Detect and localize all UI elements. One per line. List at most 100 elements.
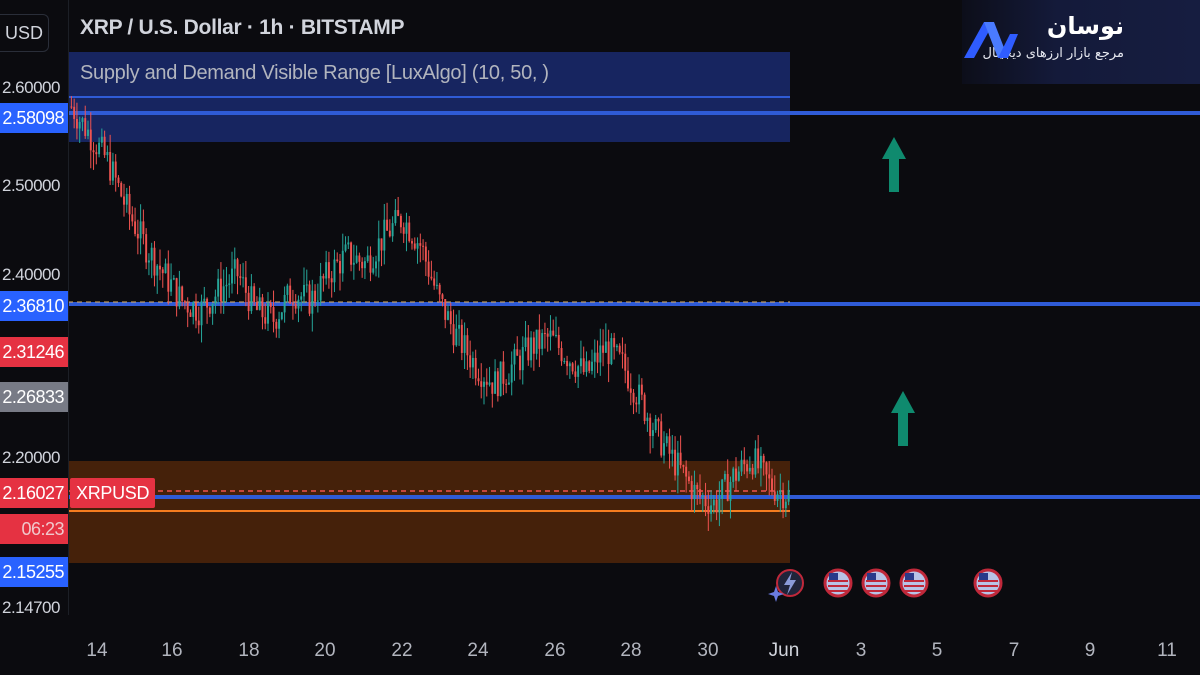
candle-body	[261, 297, 264, 318]
us-flag-event-icon[interactable]	[973, 568, 1003, 598]
candle-body	[607, 341, 610, 365]
flash-event-icon[interactable]	[768, 569, 804, 602]
candle-body	[350, 242, 353, 265]
candle-body	[602, 345, 605, 353]
candle-body	[632, 392, 635, 403]
candle-body	[164, 263, 167, 274]
candle-body	[585, 361, 588, 373]
candle-body	[693, 484, 696, 500]
candle-body	[214, 296, 217, 304]
candle-body	[117, 177, 120, 183]
candle-body	[577, 366, 580, 377]
us-flag-event-icon[interactable]	[823, 568, 853, 598]
candle-body	[768, 474, 771, 479]
us-flag-event-icon[interactable]	[899, 568, 929, 598]
candle-body	[441, 294, 444, 299]
candle-body	[73, 106, 76, 119]
candle-body	[339, 261, 341, 274]
candle-body	[444, 298, 447, 320]
candle-body	[690, 481, 693, 500]
candle-body	[236, 259, 239, 277]
time-tick: 9	[1084, 640, 1096, 661]
candle-body	[294, 303, 297, 309]
candle-body	[571, 363, 574, 372]
candle-body	[70, 106, 73, 108]
candle-body	[469, 355, 472, 368]
price-tick: 2.20000	[2, 448, 60, 467]
price-scale[interactable]: USD 2.60000 2.50000 2.40000 2.20000 2.14…	[0, 0, 69, 617]
candle-body	[532, 337, 535, 354]
candle-body	[679, 452, 682, 466]
candle-body	[524, 337, 527, 348]
candle-body	[386, 219, 389, 231]
brand-name: نوسان	[1046, 12, 1124, 40]
candle-body	[388, 230, 391, 237]
time-tick-month: Jun	[768, 640, 800, 661]
time-tick: 11	[1157, 640, 1177, 661]
candle-body	[654, 418, 657, 431]
brand-logo-icon	[964, 22, 1018, 58]
indicator-legend[interactable]: Supply and Demand Visible Range [LuxAlgo…	[80, 62, 549, 84]
candle-body	[671, 449, 674, 454]
candle-body	[147, 260, 150, 263]
candle-body	[233, 259, 236, 269]
time-tick: 5	[931, 640, 943, 661]
candle-body	[762, 455, 765, 463]
price-tick: 2.60000	[2, 78, 60, 97]
candle-body	[103, 136, 106, 156]
candle-body	[740, 459, 743, 472]
candle-body	[278, 319, 281, 329]
time-axis[interactable]: 14 16 18 20 22 24 26 28 30 Jun 3 5 7 9 1…	[68, 630, 1200, 675]
candle-body	[89, 129, 92, 151]
candle-body	[721, 479, 724, 499]
candle-body	[574, 371, 577, 377]
candle-body	[81, 118, 84, 122]
candle-body	[280, 312, 283, 320]
candle-body	[787, 489, 790, 502]
candle-body	[416, 243, 419, 249]
candle-body	[447, 311, 449, 320]
candle-body	[751, 467, 754, 475]
candle-body	[521, 347, 524, 371]
candle-body	[660, 421, 663, 456]
time-tick: 22	[391, 640, 413, 661]
candle-body	[458, 324, 461, 329]
candle-body	[178, 286, 181, 307]
candle-body	[657, 418, 660, 422]
candle-body	[136, 233, 139, 239]
candle-body	[735, 468, 737, 481]
candle-body	[369, 255, 372, 273]
candle-body	[593, 352, 596, 362]
candle-body	[95, 152, 98, 155]
candle-body	[543, 333, 546, 335]
candle-body	[627, 370, 629, 389]
us-flag-event-icon[interactable]	[861, 568, 891, 598]
candle-body	[610, 338, 613, 365]
candle-body	[228, 283, 231, 285]
time-tick: 30	[697, 640, 719, 661]
candle-body	[344, 244, 347, 251]
candle-body	[535, 329, 538, 354]
candle-body	[308, 284, 311, 314]
candle-body	[757, 448, 760, 469]
candle-body	[776, 494, 779, 501]
candle-body	[411, 241, 413, 244]
candle-body	[779, 490, 782, 495]
candle-body	[491, 382, 494, 394]
candle-body	[123, 196, 125, 205]
candle-body	[704, 495, 707, 507]
candle-body	[759, 455, 762, 469]
candle-body	[474, 357, 477, 379]
candle-body	[438, 284, 441, 295]
currency-label[interactable]: USD	[0, 14, 49, 52]
chart-title[interactable]: XRP / U.S. Dollar · 1h · BITSTAMP	[80, 16, 405, 39]
candle-body	[131, 214, 134, 222]
candle-body	[494, 371, 497, 394]
candle-body	[635, 402, 638, 405]
candle-body	[430, 276, 433, 279]
candle-body	[222, 286, 225, 302]
candle-body	[325, 262, 328, 279]
candle-body	[286, 285, 289, 295]
